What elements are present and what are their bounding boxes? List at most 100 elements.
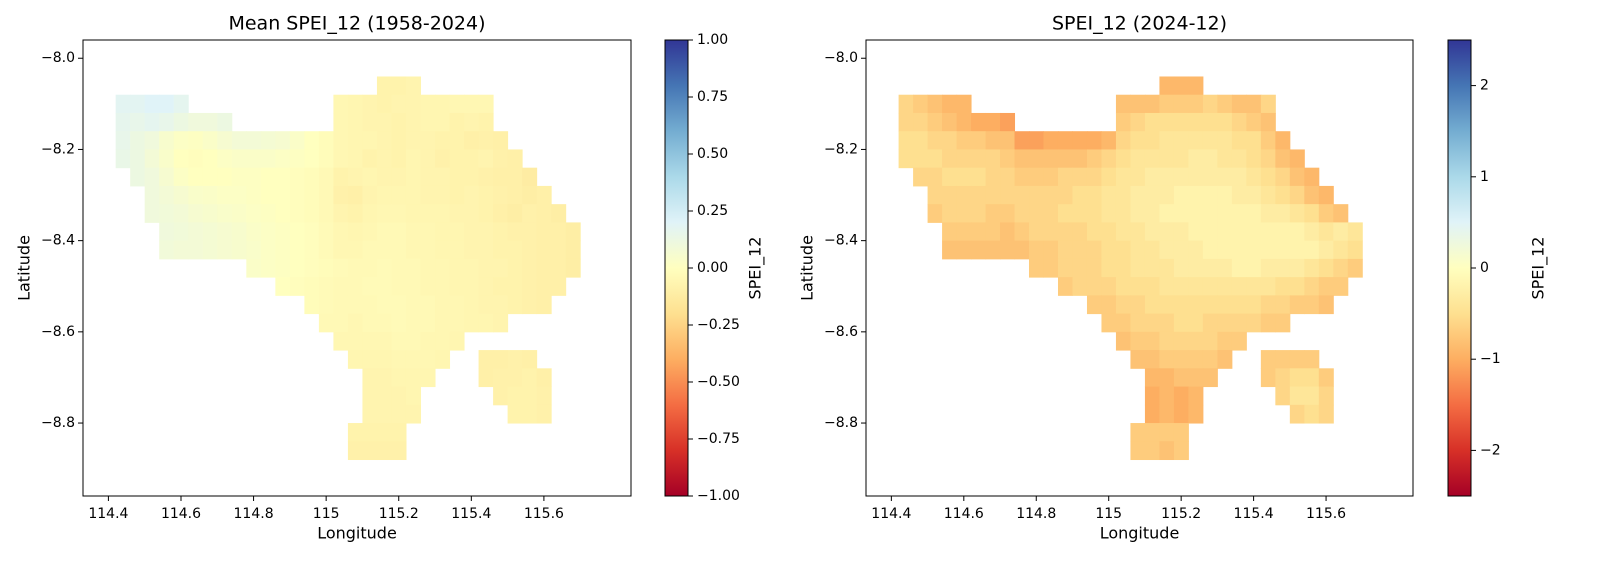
cell <box>971 222 987 242</box>
cell <box>159 240 175 260</box>
x-tick-label: 114.6 <box>161 506 201 522</box>
cell <box>1072 222 1088 242</box>
x-tick-label: 114.4 <box>871 506 911 522</box>
cell <box>985 204 1001 223</box>
cell <box>347 222 363 242</box>
cell <box>1275 313 1291 333</box>
cell <box>391 258 407 278</box>
x-tick-label: 115.4 <box>1234 506 1274 522</box>
cell <box>144 149 160 169</box>
cell <box>942 131 958 150</box>
cell <box>449 258 465 278</box>
cell <box>464 204 480 223</box>
cell <box>376 404 392 424</box>
cell <box>1188 386 1204 406</box>
cell <box>1318 185 1334 205</box>
cell <box>1072 167 1088 187</box>
cell <box>478 368 494 388</box>
cell <box>985 185 1001 205</box>
cell <box>188 149 204 169</box>
cell <box>1289 368 1305 388</box>
cell <box>130 131 146 150</box>
cell <box>464 240 480 260</box>
cell <box>362 277 378 296</box>
cell <box>362 149 378 169</box>
cell <box>362 185 378 205</box>
x-tick-label: 114.4 <box>88 506 128 522</box>
cell <box>1173 204 1189 223</box>
cell <box>1217 112 1233 132</box>
cell <box>1289 185 1305 205</box>
cell <box>493 167 509 187</box>
cell <box>1202 167 1218 187</box>
cell <box>913 167 929 187</box>
cell <box>1260 295 1276 315</box>
cell <box>304 149 320 169</box>
cell <box>1043 204 1059 223</box>
cell <box>522 368 538 388</box>
cell <box>333 112 349 132</box>
cell <box>333 149 349 169</box>
cell <box>1188 331 1204 351</box>
cell <box>1260 131 1276 150</box>
y-tick-label: −8.2 <box>824 141 858 157</box>
cell <box>1260 258 1276 278</box>
cell <box>159 222 175 242</box>
cell <box>1144 131 1160 150</box>
cell <box>435 350 451 369</box>
cell <box>522 404 538 424</box>
cell <box>449 277 465 296</box>
cell <box>144 112 160 132</box>
cell <box>1043 258 1059 278</box>
cell <box>1275 258 1291 278</box>
cell <box>1014 185 1030 205</box>
cell <box>1217 240 1233 260</box>
cell <box>246 131 262 150</box>
cell <box>1086 131 1102 150</box>
cell <box>159 131 175 150</box>
colorbar-tick-label: −0.25 <box>697 317 740 333</box>
cell <box>1101 167 1117 187</box>
cell <box>1173 313 1189 333</box>
cell <box>1144 368 1160 388</box>
cell <box>217 240 233 260</box>
cell <box>333 131 349 150</box>
cell <box>1217 222 1233 242</box>
cell <box>536 368 552 388</box>
colorbar-label: SPEI_12 <box>1529 237 1549 300</box>
cell <box>362 131 378 150</box>
cell <box>1144 295 1160 315</box>
cell <box>522 185 538 205</box>
cell <box>246 185 262 205</box>
cell <box>1072 149 1088 169</box>
cell <box>318 258 334 278</box>
cell <box>1086 204 1102 223</box>
cell <box>130 167 146 187</box>
cell <box>1173 258 1189 278</box>
cell <box>405 258 422 278</box>
cell <box>1159 112 1175 132</box>
cell <box>405 368 422 388</box>
cell <box>1115 167 1131 187</box>
cell <box>956 185 972 205</box>
cell <box>1130 423 1146 442</box>
cell <box>1159 131 1175 150</box>
cell <box>217 131 233 150</box>
panel: 114.4 114.6 114.8 115 115.2 115.4 115.6 −8.0 −8.… <box>15 13 766 543</box>
cell <box>971 185 987 205</box>
cell <box>115 149 131 169</box>
cell <box>927 112 943 132</box>
cell <box>173 240 189 260</box>
cell <box>1202 131 1218 150</box>
cell <box>318 222 334 242</box>
cell <box>318 295 334 315</box>
cell <box>1144 222 1160 242</box>
cell <box>376 204 392 223</box>
cell <box>1115 185 1131 205</box>
cell <box>1188 222 1204 242</box>
cell <box>522 258 538 278</box>
cell <box>1304 167 1320 187</box>
x-tick-label: 115 <box>1095 506 1122 522</box>
cell <box>420 368 436 388</box>
